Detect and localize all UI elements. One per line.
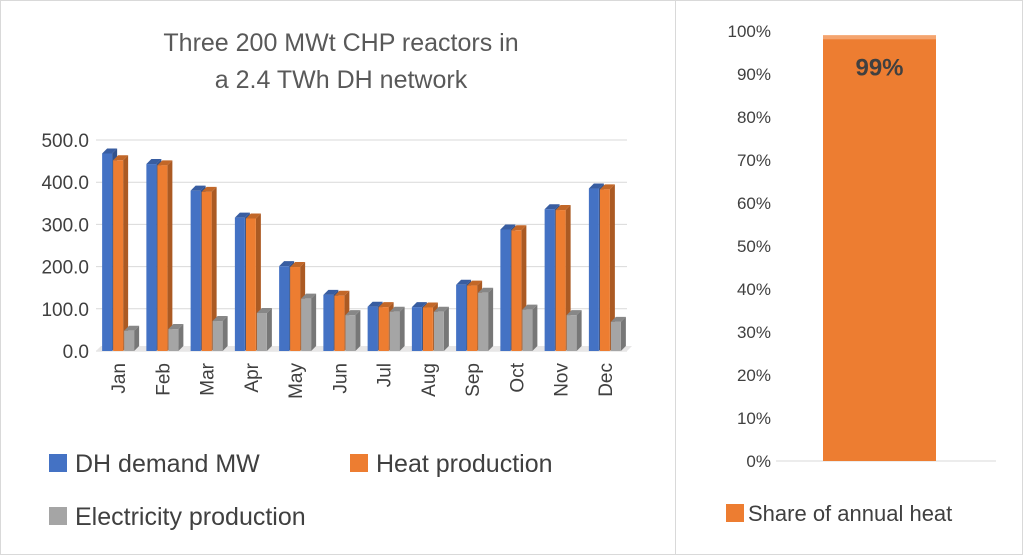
y-tick-label: 100.0 bbox=[41, 300, 89, 321]
legend-swatch-dh-demand bbox=[49, 454, 67, 472]
x-tick-label: Oct bbox=[507, 362, 528, 392]
x-tick-label: May bbox=[286, 363, 307, 399]
legend-swatch-heat-production bbox=[350, 454, 368, 472]
y-tick-label: 90% bbox=[737, 65, 771, 84]
x-tick-label: Aug bbox=[419, 363, 440, 397]
monthly-chart-panel: Three 200 MWt CHP reactors in a 2.4 TWh … bbox=[0, 0, 676, 555]
x-tick-label: Sep bbox=[463, 363, 484, 397]
y-tick-label: 40% bbox=[737, 280, 771, 299]
bar-electricity-production-sep bbox=[478, 287, 494, 351]
bar-share-of-annual-heat bbox=[823, 35, 936, 462]
x-tick-label: Apr bbox=[242, 362, 263, 392]
legend-label-share: Share of annual heat bbox=[748, 501, 952, 526]
y-tick-label: 70% bbox=[737, 151, 771, 170]
bar-data-label: 99% bbox=[855, 54, 903, 81]
legend-swatch-share bbox=[726, 504, 744, 522]
bar-electricity-production-feb bbox=[168, 324, 184, 351]
y-tick-label: 30% bbox=[737, 323, 771, 342]
bar-electricity-production-dec bbox=[610, 316, 626, 351]
chart-floor bbox=[96, 346, 632, 351]
chart-title-line-1: Three 200 MWt CHP reactors in bbox=[163, 29, 518, 57]
bar-electricity-production-mar bbox=[212, 316, 228, 351]
bar-electricity-production-aug bbox=[433, 306, 449, 351]
x-tick-label: Jan bbox=[109, 363, 130, 394]
legend-swatch-electricity bbox=[49, 507, 67, 525]
y-tick-label: 0% bbox=[746, 452, 771, 471]
bar-heat-production-dec bbox=[599, 184, 615, 351]
y-tick-label: 80% bbox=[737, 108, 771, 127]
bar-electricity-production-apr bbox=[256, 308, 272, 351]
legend-label-heat-production: Heat production bbox=[376, 450, 553, 478]
x-tick-label: Mar bbox=[198, 362, 219, 395]
y-tick-label: 100% bbox=[728, 22, 771, 41]
bar-heat-production-feb bbox=[157, 160, 173, 351]
y-tick-label: 0.0 bbox=[63, 342, 89, 363]
y-tick-label: 400.0 bbox=[41, 173, 89, 194]
x-tick-label: Dec bbox=[596, 363, 617, 397]
y-tick-label: 50% bbox=[737, 237, 771, 256]
bar-electricity-production-nov bbox=[566, 310, 582, 351]
bar-heat-production-jan bbox=[113, 155, 129, 351]
y-tick-label: 500.0 bbox=[41, 131, 89, 152]
monthly-chart: Three 200 MWt CHP reactors in a 2.4 TWh … bbox=[41, 29, 632, 531]
legend-label-dh-demand: DH demand MW bbox=[75, 450, 260, 478]
y-tick-label: 10% bbox=[737, 409, 771, 428]
bar-electricity-production-jan bbox=[124, 325, 140, 351]
bar-electricity-production-oct bbox=[522, 304, 538, 351]
bar-electricity-production-jun bbox=[345, 310, 361, 351]
x-tick-label: Jun bbox=[330, 363, 351, 394]
y-tick-label: 200.0 bbox=[41, 258, 89, 279]
legend-label-electricity: Electricity production bbox=[75, 503, 306, 531]
share-chart-panel: 99% 0% 10% 20% 30% 40% 50% 60% 70% 80% 90% 100% Sh… bbox=[675, 0, 1023, 555]
y-tick-label: 20% bbox=[737, 366, 771, 385]
x-tick-label: Feb bbox=[153, 363, 174, 396]
bar-heat-production-mar bbox=[201, 186, 217, 351]
y-tick-label: 300.0 bbox=[41, 215, 89, 236]
bar-electricity-production-may bbox=[301, 293, 317, 351]
x-tick-label: Nov bbox=[552, 363, 573, 397]
bar-electricity-production-jul bbox=[389, 306, 405, 351]
y-tick-label: 60% bbox=[737, 194, 771, 213]
share-chart: 99% 0% 10% 20% 30% 40% 50% 60% 70% 80% 90% 100% Sh… bbox=[726, 22, 996, 526]
x-tick-label: Jul bbox=[375, 363, 396, 387]
chart-title-line-2: a 2.4 TWh DH network bbox=[215, 66, 468, 94]
